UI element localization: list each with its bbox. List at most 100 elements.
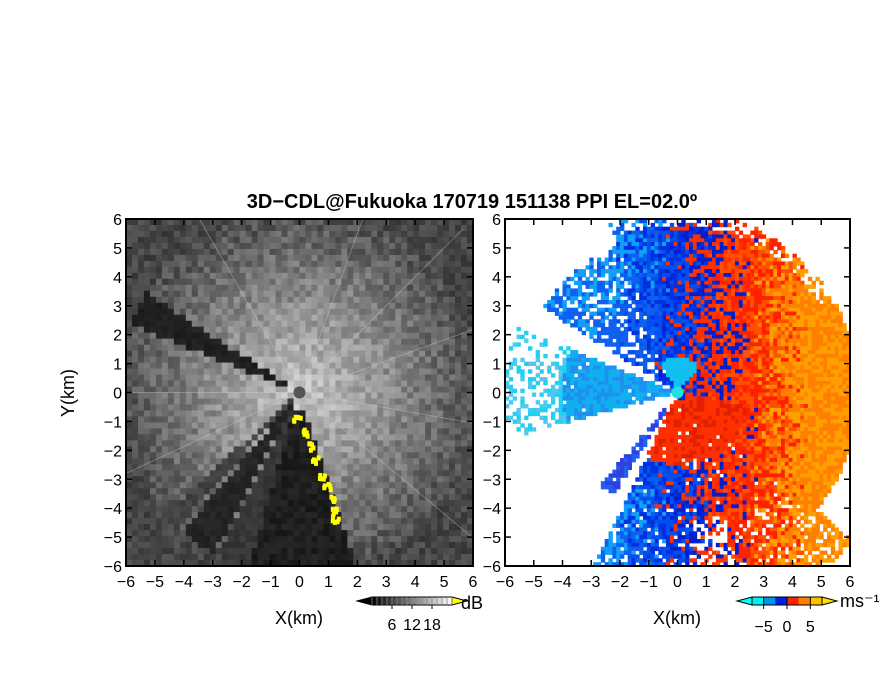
reflectivity-cell: [287, 296, 295, 304]
velocity-cell: [635, 527, 640, 532]
reflectivity-cell: [323, 344, 331, 352]
velocity-cell: [643, 481, 648, 486]
velocity-cell: [658, 392, 663, 397]
velocity-cell: [531, 427, 537, 432]
velocity-cell: [623, 319, 629, 324]
reflectivity-cell: [329, 368, 336, 376]
reflectivity-cell: [179, 296, 187, 304]
saturation-cell: [322, 483, 327, 489]
reflectivity-cell: [227, 524, 235, 531]
reflectivity-cell: [233, 284, 241, 292]
reflectivity-cell: [173, 260, 181, 268]
reflectivity-cell: [281, 446, 289, 453]
reflectivity-cell: [419, 314, 426, 322]
velocity-cell: [574, 280, 579, 286]
reflectivity-cell: [401, 344, 408, 352]
reflectivity-cell: [239, 302, 247, 310]
reflectivity-cell: [341, 326, 348, 334]
reflectivity-cell: [233, 446, 241, 453]
reflectivity-cell: [263, 518, 271, 525]
reflectivity-cell: [335, 392, 342, 400]
reflectivity-cell: [126, 266, 133, 274]
reflectivity-cell: [425, 542, 432, 549]
velocity-cell: [643, 319, 648, 324]
reflectivity-cell: [467, 314, 473, 322]
velocity-cell: [623, 512, 629, 517]
reflectivity-cell: [335, 368, 342, 376]
reflectivity-cell: [287, 254, 295, 262]
velocity-cell: [623, 384, 629, 390]
reflectivity-cell: [395, 374, 402, 382]
reflectivity-cell: [179, 254, 187, 262]
velocity-cell: [620, 234, 625, 239]
reflectivity-cell: [407, 500, 414, 507]
reflectivity-cell: [126, 482, 133, 489]
reflectivity-cell: [461, 230, 468, 238]
saturation-cell: [330, 506, 335, 512]
reflectivity-cell: [299, 242, 307, 250]
velocity-cell: [646, 550, 652, 555]
reflectivity-cell: [467, 500, 473, 507]
reflectivity-cell: [215, 488, 223, 495]
reflectivity-cell: [215, 290, 223, 298]
velocity-cell: [604, 330, 609, 336]
reflectivity-cell: [149, 242, 157, 250]
reflectivity-cell: [305, 314, 313, 322]
reflectivity-cell: [383, 428, 390, 435]
velocity-cell: [581, 323, 586, 328]
velocity-cell: [558, 388, 563, 393]
velocity-cell: [658, 357, 663, 363]
reflectivity-cell: [311, 326, 319, 334]
reflectivity-cell: [299, 464, 307, 471]
velocity-cell: [631, 276, 636, 282]
reflectivity-cell: [126, 338, 133, 346]
reflectivity-cell: [143, 500, 151, 507]
reflectivity-cell: [353, 296, 360, 304]
velocity-cell: [612, 272, 617, 278]
reflectivity-cell: [425, 434, 432, 441]
velocity-cell: [612, 269, 617, 274]
reflectivity-cell: [329, 332, 336, 340]
velocity-cell: [620, 535, 625, 540]
reflectivity-cell: [215, 512, 223, 519]
reflectivity-cell: [251, 470, 259, 477]
reflectivity-cell: [245, 386, 253, 394]
reflectivity-cell: [167, 374, 175, 382]
reflectivity-cell: [161, 470, 169, 477]
reflectivity-cell: [275, 416, 283, 424]
reflectivity-cell: [155, 266, 163, 274]
reflectivity-cell: [317, 386, 325, 394]
reflectivity-cell: [245, 452, 253, 459]
velocity-cell: [570, 369, 575, 374]
reflectivity-cell: [143, 290, 151, 298]
reflectivity-cell: [239, 488, 247, 495]
velocity-cell: [643, 338, 648, 343]
velocity-cell: [551, 415, 556, 420]
reflectivity-cell: [317, 404, 325, 412]
velocity-cell: [616, 477, 621, 482]
velocity-cell: [654, 539, 659, 544]
reflectivity-cell: [203, 416, 211, 424]
reflectivity-cell: [323, 410, 331, 418]
reflectivity-cell: [293, 332, 301, 340]
reflectivity-cell: [269, 494, 277, 501]
reflectivity-cell: [281, 356, 289, 364]
reflectivity-cell: [197, 554, 205, 561]
reflectivity-cell: [155, 446, 163, 453]
reflectivity-cell: [455, 560, 462, 566]
reflectivity-cell: [143, 356, 151, 364]
reflectivity-cell: [305, 374, 313, 382]
reflectivity-cell: [137, 356, 145, 364]
reflectivity-cell: [203, 224, 211, 232]
reflectivity-cell: [137, 518, 145, 525]
reflectivity-cell: [365, 362, 372, 370]
reflectivity-cell: [179, 530, 187, 537]
reflectivity-cell: [245, 488, 253, 495]
reflectivity-cell: [173, 524, 181, 531]
reflectivity-cell: [293, 284, 301, 292]
reflectivity-cell: [353, 356, 360, 364]
reflectivity-cell: [425, 230, 432, 238]
velocity-cell: [639, 512, 644, 517]
velocity-cell: [627, 288, 632, 293]
reflectivity-cell: [461, 248, 468, 256]
